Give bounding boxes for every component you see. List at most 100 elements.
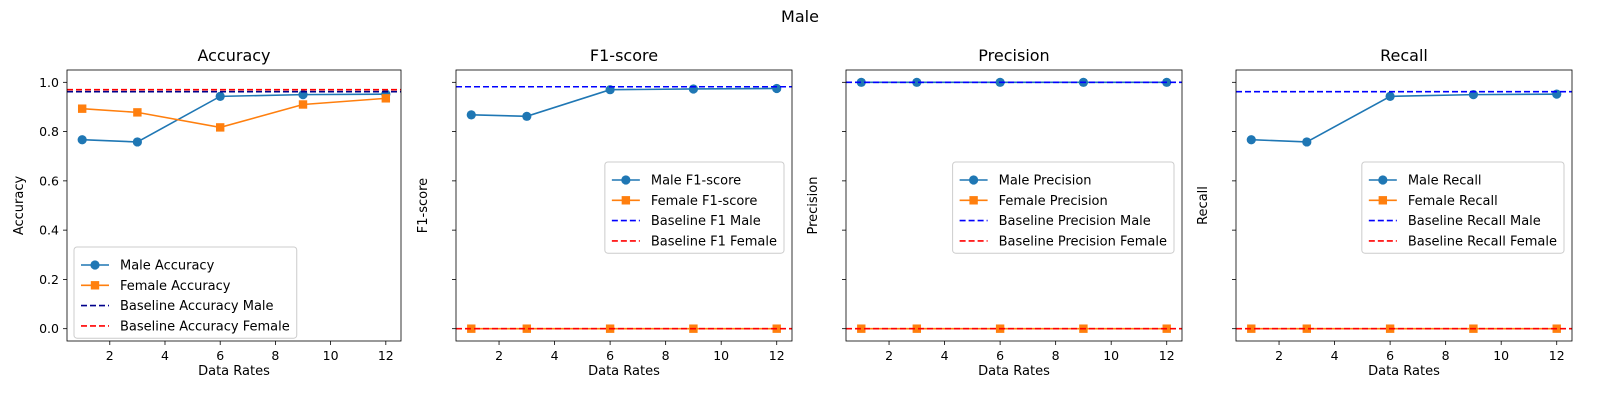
chart1-ytick-label: 0.2 [39,272,59,287]
chart2-xtick-label: 10 [713,348,729,363]
chart1-legend: Male Accuracy Female Accuracy Baseline Acc… [73,246,298,339]
chart2-point-male-f1-score [522,111,532,121]
chart1-yaxis-label: Accuracy [12,176,27,236]
chart2-panel: F1-score 2 4 6 8 10 12 Data Rates F1-score Male F… [416,46,793,379]
chart3-plot-area [846,77,1182,333]
chart2-legend-label: Baseline F1 Female [651,234,777,249]
chart3-point-female-precision [912,324,922,333]
chart2-legend-marker-male-f1-score [621,175,631,185]
chart3-point-female-precision [857,324,866,333]
chart1-panel: Accuracy 2 4 6 8 10 12 0.0 0.2 0.4 0.6 0.8 1.0 Data R… [12,46,402,379]
chart4-xtick-label: 10 [1493,348,1509,363]
chart4-axes-frame [1235,69,1573,342]
chart1-xtick-label: 2 [106,348,114,363]
chart4-xtick-label: 6 [1386,348,1394,363]
chart1-legend-label: Baseline Accuracy Female [120,319,290,334]
chart2-legend-marker-female-f1-score [621,196,631,205]
chart3-xaxis-label: Data Rates [978,364,1050,379]
chart1-ytick-label: 0.8 [39,124,59,139]
chart3-xtick-label: 8 [1052,348,1060,363]
chart4-point-male-recall [1246,135,1256,145]
chart1-ytick-label: 0.0 [39,321,59,336]
chart4-xtick-label: 8 [1442,348,1450,363]
chart4-legend-label: Baseline Recall Female [1408,234,1557,249]
chart3-axes-frame [845,69,1183,342]
chart4-point-female-recall [1247,324,1256,333]
chart1-legend-label: Female Accuracy [120,279,231,294]
chart2-point-female-f1-score [467,324,476,333]
chart3-xtick-label: 2 [885,348,893,363]
chart3-legend-marker-male-precision [969,175,979,185]
chart3-legend-label: Male Precision [999,174,1092,189]
chart4-panel: Recall 2 4 6 8 10 12 Data Rates Recall Male Recal… [1196,46,1573,379]
chart2-legend-label: Male F1-score [651,174,741,189]
chart4-yaxis-label: Recall [1196,186,1211,225]
chart1-xaxis-label: Data Rates [198,364,270,379]
chart2-axes-frame [455,69,793,342]
chart2-xtick-label: 2 [495,348,503,363]
chart3-xtick-label: 10 [1103,348,1119,363]
chart1-legend-box [73,246,298,339]
chart2-yaxis-label: F1-score [416,178,431,233]
chart1-point-male-accuracy [215,91,225,101]
chart1-point-female-accuracy [133,108,142,117]
chart3-legend: Male Precision Female Precision Baseline P… [952,161,1175,254]
chart1-legend-marker-male-accuracy [90,260,100,270]
chart4-line-male-recall [1251,93,1557,143]
chart2-point-male-f1-score [466,110,476,120]
figure-suptitle: Male [781,7,819,26]
chart3-xtick-label: 4 [941,348,949,363]
chart3-xtick-label: 6 [996,348,1004,363]
chart2-xtick-label: 4 [551,348,559,363]
chart3-yaxis-label: Precision [806,176,821,234]
chart1-ytick-label: 0.4 [39,223,59,238]
chart3-legend-box [952,161,1175,254]
chart1-axes-frame [66,69,402,342]
chart4-legend-label: Baseline Recall Male [1408,214,1541,229]
chart1-ytick-label: 1.0 [39,75,59,90]
chart4-legend: Male Recall Female Recall Baseline Recall … [1361,161,1565,254]
chart4-plot-area [1236,89,1572,333]
chart4-xtick-label: 4 [1331,348,1339,363]
chart3-xtick-label: 12 [1159,348,1175,363]
chart1-point-female-accuracy [77,104,87,113]
chart2-title: F1-score [590,46,658,65]
chart4-xtick-label: 12 [1549,348,1565,363]
chart4-legend-marker-male-recall [1378,175,1388,185]
chart4-legend-box [1361,161,1565,254]
chart4-legend-label: Female Recall [1408,194,1498,209]
chart2-xtick-label: 12 [769,348,785,363]
chart2-point-male-f1-score [772,83,782,94]
chart3-point-male-precision [856,77,866,87]
chart4-point-male-recall [1385,91,1395,101]
chart2-point-female-f1-score [522,324,532,333]
chart2-legend-label: Baseline F1 Male [651,214,761,229]
chart1-point-male-accuracy [132,137,142,147]
chart2-point-male-f1-score [688,84,699,94]
chart1-point-male-accuracy [77,135,87,145]
chart1-xtick-label: 4 [161,348,169,363]
chart3-legend-label: Female Precision [999,194,1108,209]
chart4-point-male-recall [1302,137,1312,147]
chart2-xaxis-label: Data Rates [588,364,660,379]
chart1-xtick-label: 10 [323,348,339,363]
chart1-point-female-accuracy [298,100,308,109]
chart4-legend-marker-female-recall [1378,196,1388,205]
chart1-xtick-label: 6 [216,348,224,363]
chart3-title: Precision [978,46,1049,65]
chart2-xtick-label: 8 [662,348,670,363]
chart2-xtick-label: 6 [606,348,614,363]
chart2-line-male-f1-score [471,87,777,118]
chart4-point-female-recall [1302,324,1312,333]
chart1-legend-label: Baseline Accuracy Male [120,299,274,314]
chart3-point-male-precision [912,77,922,87]
chart4-legend-label: Male Recall [1408,174,1482,189]
chart4-xaxis-label: Data Rates [1368,364,1440,379]
chart1-point-female-accuracy [215,123,225,132]
chart2-legend: Male F1-score Female F1-score Baseline F1 … [604,161,785,254]
chart1-xtick-label: 8 [271,348,279,363]
chart3-legend-label: Baseline Precision Male [999,214,1151,229]
chart1-plot-area [67,88,401,147]
